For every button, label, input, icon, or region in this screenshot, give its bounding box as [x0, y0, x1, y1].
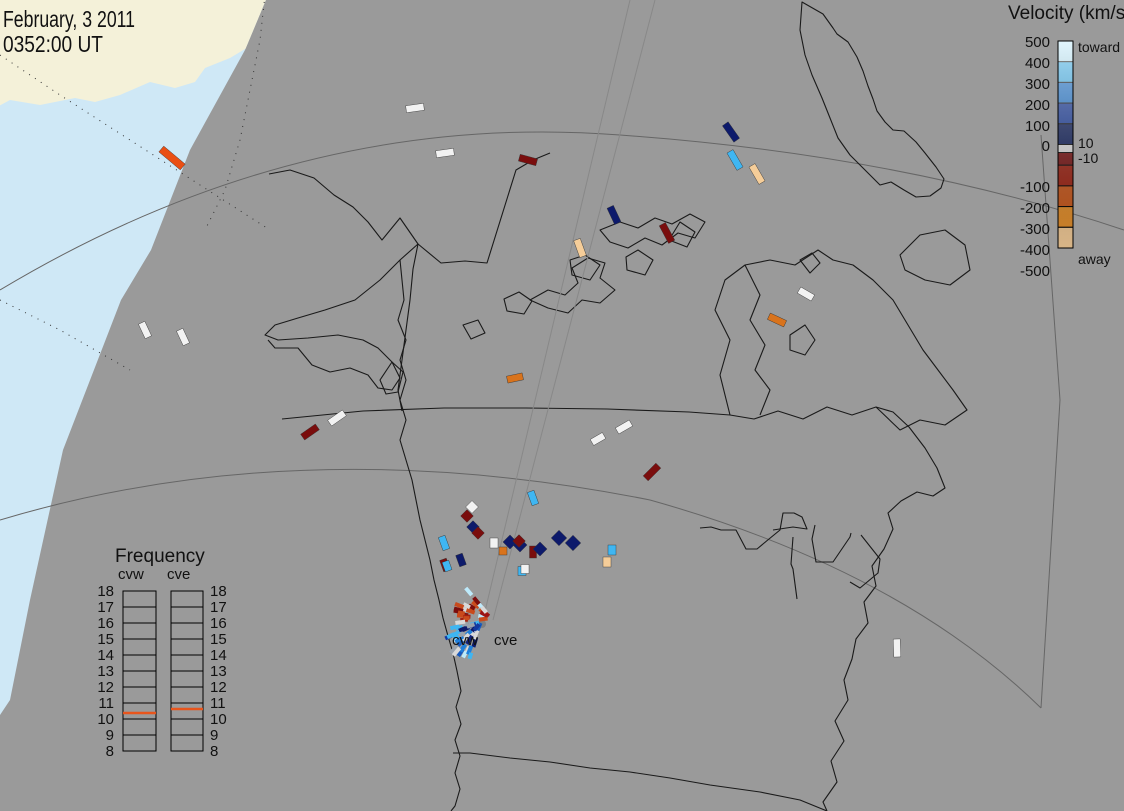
svg-text:11: 11 [210, 695, 226, 712]
svg-text:14: 14 [97, 647, 114, 664]
svg-text:toward: toward [1078, 39, 1120, 55]
svg-text:Frequency: Frequency [115, 546, 205, 567]
svg-text:8: 8 [106, 743, 114, 760]
svg-text:0: 0 [1042, 138, 1050, 155]
svg-text:500: 500 [1025, 34, 1050, 51]
svg-text:13: 13 [97, 663, 114, 680]
svg-text:15: 15 [97, 631, 114, 648]
svg-text:200: 200 [1025, 97, 1050, 114]
svg-text:cvw: cvw [118, 566, 144, 583]
svg-text:-200: -200 [1020, 200, 1050, 217]
svg-text:-100: -100 [1020, 179, 1050, 196]
svg-text:15: 15 [210, 631, 227, 648]
svg-text:8: 8 [210, 743, 218, 760]
svg-text:11: 11 [98, 695, 114, 712]
svg-text:14: 14 [210, 647, 227, 664]
svg-text:9: 9 [210, 727, 218, 744]
svg-text:cvw: cvw [452, 632, 478, 649]
svg-text:Velocity (km/s): Velocity (km/s) [1008, 3, 1124, 24]
svg-text:10: 10 [1078, 135, 1094, 151]
svg-text:0352:00 UT: 0352:00 UT [3, 31, 103, 57]
svg-text:-400: -400 [1020, 242, 1050, 259]
svg-text:-300: -300 [1020, 221, 1050, 238]
svg-text:9: 9 [106, 727, 114, 744]
svg-text:17: 17 [97, 599, 114, 616]
svg-text:10: 10 [97, 711, 114, 728]
svg-text:13: 13 [210, 663, 227, 680]
svg-text:February, 3 2011: February, 3 2011 [3, 6, 135, 32]
svg-text:cve: cve [167, 566, 190, 583]
svg-text:17: 17 [210, 599, 227, 616]
svg-text:cve: cve [494, 632, 517, 649]
svg-text:18: 18 [210, 583, 227, 600]
svg-text:12: 12 [210, 679, 227, 696]
svg-text:10: 10 [210, 711, 227, 728]
svg-text:16: 16 [210, 615, 227, 632]
svg-text:-500: -500 [1020, 263, 1050, 280]
svg-text:16: 16 [97, 615, 114, 632]
svg-text:300: 300 [1025, 76, 1050, 93]
svg-text:-10: -10 [1078, 150, 1098, 166]
svg-text:100: 100 [1025, 118, 1050, 135]
svg-text:away: away [1078, 251, 1111, 267]
svg-text:18: 18 [97, 583, 114, 600]
svg-text:12: 12 [97, 679, 114, 696]
svg-text:400: 400 [1025, 55, 1050, 72]
